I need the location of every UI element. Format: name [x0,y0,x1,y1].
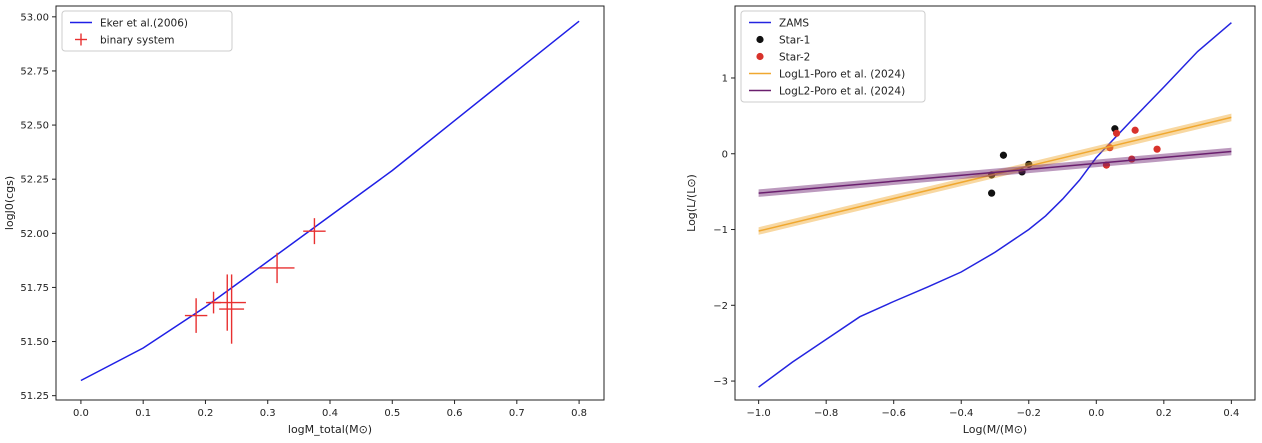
chart2-ytick-label: −1 [713,225,728,236]
chart2-series-star-2-point [1153,145,1161,153]
chart1-ytick-label: 51.25 [20,391,49,402]
legend-logl1-poro-et-al-2024-label: LogL1-Poro et al. (2024) [779,68,905,80]
chart1-xtick-label: 0.0 [73,408,89,419]
chart1-ytick-label: 51.75 [20,283,49,294]
chart2-ytick-label: −2 [713,301,728,312]
chart2-xtick-label: 0.0 [1088,408,1104,419]
chart1-ytick-label: 52.75 [20,66,49,77]
chart1-xtick-label: 0.2 [198,408,214,419]
chart2-xtick-label: −0.8 [814,408,838,419]
chart1-legend: Eker et al.(2006) binary system [61,10,233,52]
chart2-xtick-label: −1.0 [746,408,770,419]
chart1-xtick-label: 0.3 [260,408,276,419]
chart2-xtick-label: −0.4 [949,408,973,419]
legend-logl2-poro-et-al-2024-label: LogL2-Poro et al. (2024) [779,85,905,97]
chart2-xtick-label: −0.6 [882,408,906,419]
chart1-series-binary-system-errorbar [303,218,326,245]
legend-box [740,10,926,103]
chart2-ylabel: Log(L/(L⊙) [685,174,698,232]
legend-eker-et-al-2006-label: Eker et al.(2006) [100,17,188,29]
legend-binary-system-label: binary system [100,34,175,46]
chart2-series-star-2-point [1131,126,1139,134]
chart1-xlabel: logM_total(M⊙) [288,423,372,436]
chart2-plot-area [758,22,1232,388]
chart2-ytick-label: 0 [722,149,728,160]
legend-star-1-key [756,35,764,44]
chart1-series-binary-system-errorbar [208,274,246,331]
chart1-series-eker-et-al-2006-line [80,20,580,382]
chart2-legend: ZAMS Star-1 Star-2 LogL1-Poro et al. (2024)… [740,10,926,103]
chart2-series-zams-line [758,22,1232,388]
chart2-xtick-label: 0.4 [1223,408,1239,419]
chart-left-angular-momentum: 0.0 0.1 0.2 0.3 0.4 0.5 0.6 0.7 0.8 51.25 51.50 51.… [3,5,605,436]
chart-right-mass-luminosity: −1.0 −0.8 −0.6 −0.4 −0.2 0.0 0.2 0.4 −3 −2 −1 0 1 Log… [685,5,1256,436]
chart1-axes-frame [55,5,605,401]
chart1-xtick-label: 0.1 [135,408,151,419]
chart2-axes-frame [734,5,1256,401]
chart1-ytick-label: 52.00 [20,229,49,240]
chart2-series-star-1-point [988,189,996,197]
chart1-xtick-label: 0.5 [384,408,400,419]
chart1-ylabel: logJ0(cgs) [3,176,16,230]
chart2-xtick-label: −0.2 [1017,408,1041,419]
chart1-xtick-label: 0.6 [447,408,463,419]
chart2-series-star-2-point [1112,129,1121,137]
legend-star-2-label: Star-2 [779,51,810,63]
chart2-xlabel: Log(M/(M⊙) [963,423,1027,436]
chart1-ytick-label: 52.50 [20,121,49,132]
chart2-series-logl2-poro-et-al-2024-fit-line [758,150,1232,194]
chart1-series-binary-system-errorbar [219,274,245,344]
chart1-ytick-label: 53.00 [20,12,49,23]
chart2-series-logl1-poro-et-al-2024-fit-line [758,116,1232,232]
chart1-xtick-label: 0.4 [322,408,338,419]
chart1-ytick-label: 52.25 [20,175,49,186]
chart2-ytick-label: −3 [713,377,728,388]
legend-box [61,10,233,52]
chart2-xtick-label: 0.2 [1156,408,1172,419]
legend-zams-label: ZAMS [779,17,809,29]
chart1-ytick-label: 51.50 [20,337,49,348]
chart1-series-binary-system-errorbar [184,298,208,333]
chart1-xtick-label: 0.8 [571,408,587,419]
chart1-xtick-label: 0.7 [509,408,525,419]
legend-star-1-label: Star-1 [779,34,810,46]
chart2-series-star-1-point [999,151,1008,159]
chart1-series-binary-system-errorbar [259,252,295,284]
chart2-ytick-label: 1 [722,73,728,84]
legend-star-2-key [756,52,764,61]
chart1-plot-area [80,20,580,382]
